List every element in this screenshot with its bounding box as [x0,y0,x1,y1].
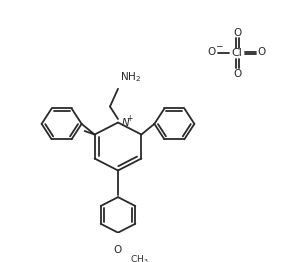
Text: +: + [126,114,132,123]
Text: O: O [233,28,241,38]
Text: −: − [215,41,223,50]
Text: O: O [208,47,216,57]
Text: O: O [258,47,266,57]
Text: CH$_3$: CH$_3$ [130,253,149,262]
Text: O: O [233,69,241,79]
Text: N: N [122,118,130,128]
Text: O: O [114,245,122,255]
Text: NH$_2$: NH$_2$ [120,70,141,84]
Text: Cl: Cl [232,48,243,58]
